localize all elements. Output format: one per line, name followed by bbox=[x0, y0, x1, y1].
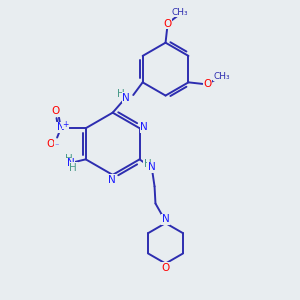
Text: N: N bbox=[57, 122, 65, 132]
Text: H: H bbox=[143, 159, 151, 169]
Text: N: N bbox=[67, 158, 74, 168]
Text: O: O bbox=[47, 139, 55, 149]
Text: H: H bbox=[69, 163, 77, 173]
Text: CH₃: CH₃ bbox=[213, 72, 230, 81]
Text: N: N bbox=[148, 162, 156, 172]
Text: O: O bbox=[163, 19, 171, 29]
Text: N: N bbox=[162, 214, 170, 224]
Text: O: O bbox=[51, 106, 59, 116]
Text: N: N bbox=[122, 92, 130, 103]
Text: O: O bbox=[203, 79, 211, 89]
Text: CH₃: CH₃ bbox=[172, 8, 188, 17]
Text: N: N bbox=[140, 122, 148, 132]
Text: H: H bbox=[65, 154, 73, 164]
Text: +: + bbox=[62, 120, 68, 129]
Text: ⁻: ⁻ bbox=[54, 141, 58, 150]
Text: H: H bbox=[117, 89, 125, 99]
Text: O: O bbox=[161, 262, 170, 273]
Text: N: N bbox=[108, 175, 116, 184]
